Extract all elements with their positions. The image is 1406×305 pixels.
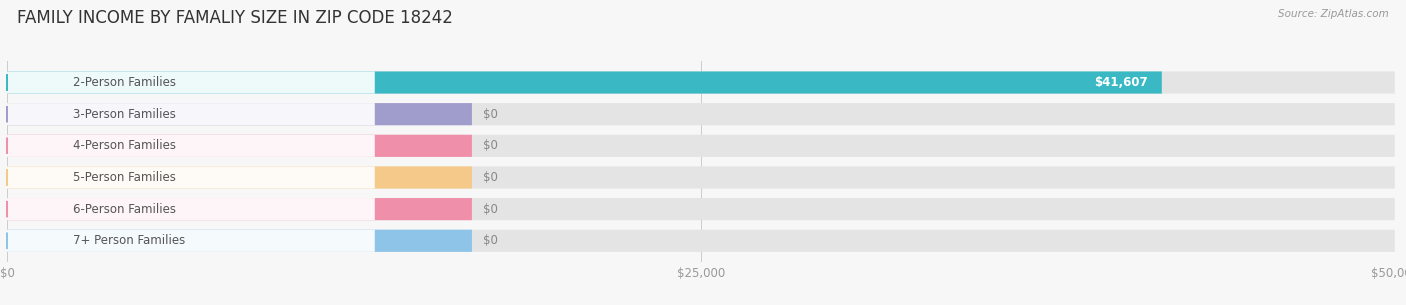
Text: 4-Person Families: 4-Person Families bbox=[73, 139, 176, 152]
FancyBboxPatch shape bbox=[7, 167, 472, 188]
FancyBboxPatch shape bbox=[7, 230, 375, 252]
FancyBboxPatch shape bbox=[7, 135, 472, 157]
Text: 6-Person Families: 6-Person Families bbox=[73, 203, 176, 216]
Text: $0: $0 bbox=[484, 234, 498, 247]
Text: Source: ZipAtlas.com: Source: ZipAtlas.com bbox=[1278, 9, 1389, 19]
FancyBboxPatch shape bbox=[7, 198, 472, 220]
Text: 7+ Person Families: 7+ Person Families bbox=[73, 234, 186, 247]
Text: 3-Person Families: 3-Person Families bbox=[73, 108, 176, 121]
FancyBboxPatch shape bbox=[7, 230, 1395, 252]
Text: $41,607: $41,607 bbox=[1094, 76, 1147, 89]
FancyBboxPatch shape bbox=[7, 198, 375, 220]
Text: FAMILY INCOME BY FAMALIY SIZE IN ZIP CODE 18242: FAMILY INCOME BY FAMALIY SIZE IN ZIP COD… bbox=[17, 9, 453, 27]
Text: $0: $0 bbox=[484, 203, 498, 216]
Text: $0: $0 bbox=[484, 171, 498, 184]
FancyBboxPatch shape bbox=[7, 167, 375, 188]
FancyBboxPatch shape bbox=[7, 167, 1395, 188]
FancyBboxPatch shape bbox=[7, 71, 1395, 94]
FancyBboxPatch shape bbox=[7, 230, 472, 252]
Text: 5-Person Families: 5-Person Families bbox=[73, 171, 176, 184]
FancyBboxPatch shape bbox=[7, 103, 1395, 125]
FancyBboxPatch shape bbox=[7, 71, 375, 94]
FancyBboxPatch shape bbox=[7, 198, 1395, 220]
FancyBboxPatch shape bbox=[7, 135, 375, 157]
FancyBboxPatch shape bbox=[7, 103, 472, 125]
FancyBboxPatch shape bbox=[7, 103, 375, 125]
Text: $0: $0 bbox=[484, 139, 498, 152]
Text: $0: $0 bbox=[484, 108, 498, 121]
FancyBboxPatch shape bbox=[7, 135, 1395, 157]
FancyBboxPatch shape bbox=[7, 71, 1161, 94]
Text: 2-Person Families: 2-Person Families bbox=[73, 76, 176, 89]
